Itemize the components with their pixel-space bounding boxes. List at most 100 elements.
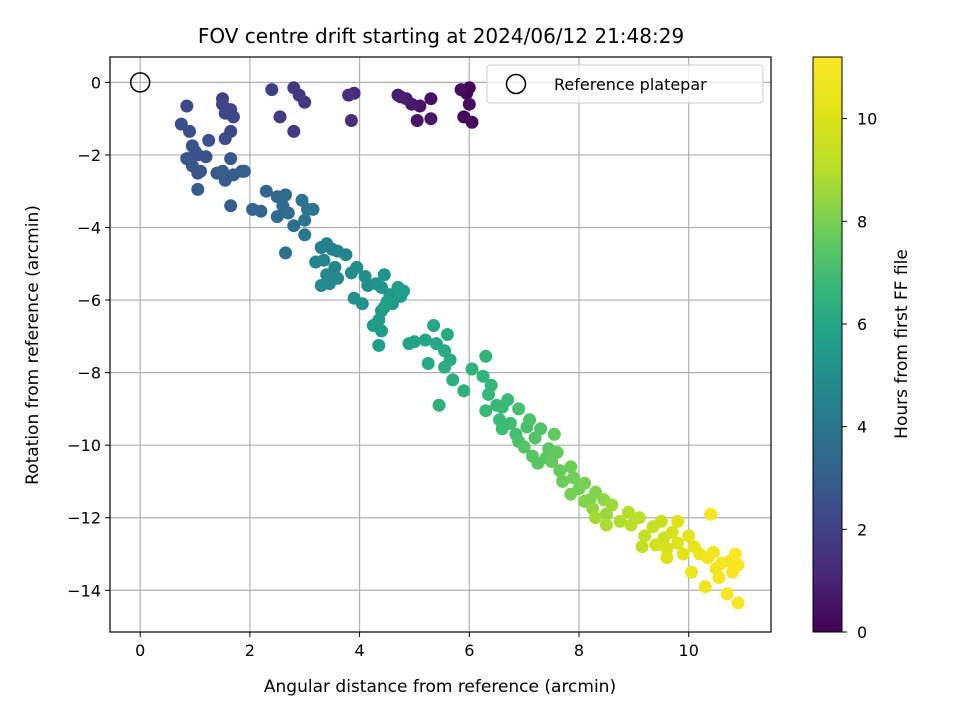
legend-label: Reference platepar <box>554 75 707 94</box>
data-point <box>605 498 619 512</box>
reference-point <box>129 72 151 93</box>
data-point <box>377 300 391 314</box>
data-point <box>194 164 207 178</box>
data-point <box>372 338 386 352</box>
data-point <box>424 112 438 126</box>
data-point <box>503 416 517 430</box>
data-point <box>418 333 432 347</box>
data-point <box>440 328 454 341</box>
data-point <box>621 505 635 519</box>
data-point <box>410 114 424 127</box>
data-point <box>632 511 646 525</box>
y-tick-label: −14 <box>67 581 101 600</box>
data-point <box>465 362 479 376</box>
data-point <box>556 474 570 488</box>
data-point <box>465 115 479 129</box>
y-tick-label: −10 <box>67 436 101 455</box>
data-point <box>270 210 284 224</box>
data-point <box>407 335 421 349</box>
data-point <box>649 538 663 552</box>
data-point <box>298 228 312 242</box>
x-tick-label: 0 <box>135 641 145 660</box>
data-point <box>564 460 578 474</box>
data-point <box>375 324 388 338</box>
data-point <box>731 558 745 572</box>
data-point <box>298 95 312 109</box>
data-point <box>638 529 652 543</box>
data-point <box>342 88 356 102</box>
colorbar-gradient <box>812 56 843 633</box>
x-tick-label: 10 <box>679 641 699 660</box>
data-point <box>254 204 268 218</box>
y-tick-label: −8 <box>77 364 101 383</box>
x-tick-label: 2 <box>245 641 255 660</box>
colorbar-tick-label: 4 <box>857 418 867 437</box>
data-point <box>545 455 559 468</box>
data-point <box>553 464 567 478</box>
x-axis-label: Angular distance from reference (arcmin) <box>264 677 616 697</box>
data-point <box>424 92 438 106</box>
data-point <box>394 289 408 303</box>
data-point <box>547 427 561 441</box>
data-point <box>281 206 295 220</box>
data-point <box>613 514 627 528</box>
x-axis-ticks: 0 2 4 6 8 10 <box>135 632 699 660</box>
data-point <box>216 164 229 178</box>
data-point <box>654 514 668 528</box>
data-point <box>306 202 320 216</box>
x-tick-label: 8 <box>574 641 584 660</box>
data-point <box>671 536 685 550</box>
data-point <box>314 279 328 292</box>
data-point <box>512 402 526 416</box>
y-tick-label: −6 <box>77 291 101 310</box>
data-point <box>462 97 476 111</box>
data-point <box>350 260 364 274</box>
data-point <box>237 164 251 178</box>
data-point <box>731 596 745 610</box>
colorbar-tick-label: 6 <box>857 315 867 334</box>
plot-frame <box>109 56 772 633</box>
data-point <box>265 83 279 97</box>
y-tick-label: −12 <box>67 509 101 528</box>
data-point <box>528 431 542 445</box>
data-point <box>421 357 435 370</box>
y-axis-ticks: 0 −2 −4 −6 −8 −10 −12 −14 <box>67 73 110 600</box>
data-point <box>224 199 238 213</box>
data-point <box>685 565 698 579</box>
data-point <box>454 83 468 97</box>
colorbar-tick-label: 0 <box>857 623 867 642</box>
data-point <box>578 476 591 490</box>
data-point <box>279 246 292 260</box>
data-point <box>199 150 213 164</box>
data-point <box>704 507 718 521</box>
data-point <box>355 297 369 311</box>
data-point <box>676 547 690 561</box>
data-point <box>446 373 460 387</box>
data-point <box>174 117 188 131</box>
data-point <box>660 542 674 556</box>
data-point <box>427 319 441 332</box>
data-point <box>728 547 742 561</box>
data-point <box>438 360 452 374</box>
data-point <box>226 110 240 124</box>
data-point <box>635 540 649 554</box>
y-axis-label: Rotation from reference (arcmin) <box>23 205 43 485</box>
data-point <box>391 88 405 102</box>
colorbar-ticks: 0 2 4 6 8 10 <box>842 110 877 642</box>
data-point <box>682 529 696 543</box>
data-point <box>298 213 312 227</box>
y-tick-label: −2 <box>77 146 101 165</box>
x-tick-label: 4 <box>354 641 364 660</box>
data-point <box>457 384 471 398</box>
data-point <box>224 152 238 166</box>
data-points <box>174 81 745 610</box>
y-tick-label: −4 <box>77 219 101 238</box>
chart-title: FOV centre drift starting at 2024/06/12 … <box>198 24 684 48</box>
data-point <box>279 188 292 202</box>
data-point <box>317 253 331 267</box>
data-point <box>479 404 493 418</box>
data-point <box>660 551 674 565</box>
data-point <box>479 349 493 363</box>
data-point <box>202 133 216 147</box>
